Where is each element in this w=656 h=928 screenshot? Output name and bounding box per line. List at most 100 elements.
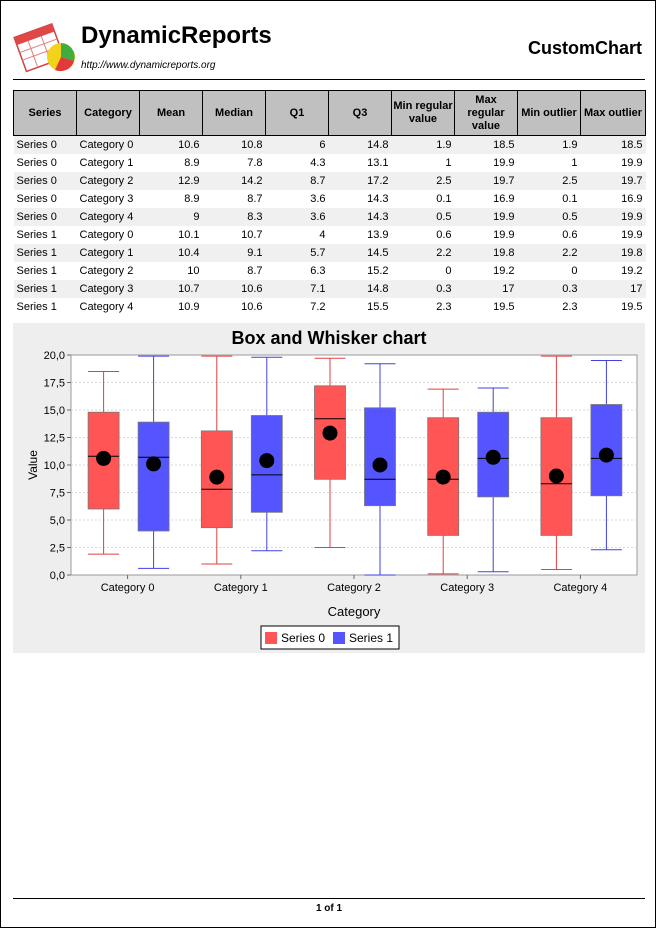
box-plot xyxy=(477,387,510,573)
cell-min-regular: 0 xyxy=(391,262,455,280)
cell-max-outlier: 17 xyxy=(580,280,646,298)
legend-swatch xyxy=(333,632,345,644)
cell-mean: 10.6 xyxy=(139,135,203,154)
cell-series: Series 0 xyxy=(13,154,77,172)
cell-min-outlier: 2.2 xyxy=(517,244,581,262)
cell-max-outlier: 18.5 xyxy=(580,135,646,154)
box-plot xyxy=(137,355,170,569)
cell-median: 8.3 xyxy=(202,208,266,226)
cell-category: Category 1 xyxy=(76,154,140,172)
brand-name: DynamicReports xyxy=(81,22,272,49)
col-header-series: Series xyxy=(13,90,77,136)
table-row: Series 0 Category 0 10.6 10.8 6 14.8 1.9 18.5 1.… xyxy=(13,135,646,154)
cell-mean: 8.9 xyxy=(139,154,203,172)
box-plot xyxy=(364,363,396,576)
cell-median: 14.2 xyxy=(202,172,266,190)
cell-median: 7.8 xyxy=(202,154,266,172)
cell-q3: 13.1 xyxy=(328,154,392,172)
cell-min-outlier: 2.5 xyxy=(517,172,581,190)
cell-max-outlier: 16.9 xyxy=(580,190,646,208)
table-row: Series 1 Category 1 10.4 9.1 5.7 14.5 2.2 19.8 2… xyxy=(13,244,646,262)
cell-median: 8.7 xyxy=(202,190,266,208)
cell-q1: 5.7 xyxy=(265,244,329,262)
table-row: Series 1 Category 0 10.1 10.7 4 13.9 0.6 19.9 0.… xyxy=(13,226,646,244)
cell-min-regular: 0.5 xyxy=(391,208,455,226)
cell-min-regular: 2.2 xyxy=(391,244,455,262)
cell-q1: 4 xyxy=(265,226,329,244)
cell-mean: 10 xyxy=(139,262,203,280)
cell-q1: 8.7 xyxy=(265,172,329,190)
cell-max-regular: 19.8 xyxy=(454,244,518,262)
cell-max-outlier: 19.7 xyxy=(580,172,646,190)
cell-min-regular: 2.5 xyxy=(391,172,455,190)
y-tick-label: 17,5 xyxy=(44,378,65,390)
table-row: Series 1 Category 2 10 8.7 6.3 15.2 0 19.2 0 19.2 xyxy=(13,262,646,280)
cell-min-outlier: 0.5 xyxy=(517,208,581,226)
cell-q3: 13.9 xyxy=(328,226,392,244)
report-title: CustomChart xyxy=(527,38,642,58)
cell-max-outlier: 19.9 xyxy=(580,154,646,172)
cell-category: Category 4 xyxy=(76,208,140,226)
box-plot xyxy=(200,355,233,565)
cell-min-outlier: 1.9 xyxy=(517,135,581,154)
cell-series: Series 1 xyxy=(13,298,77,316)
cell-series: Series 1 xyxy=(13,280,77,298)
cell-q3: 14.5 xyxy=(328,244,392,262)
cell-category: Category 3 xyxy=(76,280,140,298)
cell-max-regular: 19.9 xyxy=(454,226,518,244)
cell-median: 10.6 xyxy=(202,280,266,298)
mean-marker xyxy=(548,468,564,484)
x-tick-label: Category 1 xyxy=(214,582,268,594)
box-whisker-chart: Box and Whisker chart 0,0 2,5 5,0 7,5 10,0 12,… xyxy=(13,323,645,653)
table-row: Series 0 Category 2 12.9 14.2 8.7 17.2 2.5 19.7… xyxy=(13,172,646,190)
cell-max-outlier: 19.5 xyxy=(580,298,646,316)
cell-q3: 15.2 xyxy=(328,262,392,280)
cell-q1: 3.6 xyxy=(265,190,329,208)
cell-median: 8.7 xyxy=(202,262,266,280)
y-axis-label: Value xyxy=(26,450,40,480)
y-tick-label: 5,0 xyxy=(50,515,65,527)
mean-marker xyxy=(485,449,501,465)
statistics-table: Series Category Mean Median Q1 Q3 Min re… xyxy=(13,90,646,316)
cell-min-outlier: 0.6 xyxy=(517,226,581,244)
y-tick-label: 0,0 xyxy=(50,570,65,582)
col-header-q1: Q1 xyxy=(265,90,329,136)
table-row: Series 1 Category 3 10.7 10.6 7.1 14.8 0.3 17 0.… xyxy=(13,280,646,298)
col-header-max-outlier: Max outlier xyxy=(580,90,646,136)
x-tick-label: Category 4 xyxy=(553,582,607,594)
mean-marker xyxy=(259,453,275,469)
cell-min-outlier: 1 xyxy=(517,154,581,172)
cell-min-regular: 1 xyxy=(391,154,455,172)
y-tick-label: 7,5 xyxy=(50,488,65,500)
cell-q1: 3.6 xyxy=(265,208,329,226)
cell-max-regular: 16.9 xyxy=(454,190,518,208)
cell-series: Series 1 xyxy=(13,244,77,262)
box-plot xyxy=(87,371,120,555)
cell-median: 10.6 xyxy=(202,298,266,316)
cell-q3: 14.3 xyxy=(328,208,392,226)
cell-min-regular: 0.1 xyxy=(391,190,455,208)
col-header-min-regular: Min regular value xyxy=(391,90,455,136)
box-iqr xyxy=(137,421,170,532)
y-tick-label: 2,5 xyxy=(50,543,65,555)
cell-q3: 14.8 xyxy=(328,135,392,154)
cell-max-regular: 19.5 xyxy=(454,298,518,316)
cell-category: Category 3 xyxy=(76,190,140,208)
x-tick-label: Category 3 xyxy=(440,582,494,594)
table-row: Series 0 Category 3 8.9 8.7 3.6 14.3 0.1 16.9 0.… xyxy=(13,190,646,208)
cell-category: Category 1 xyxy=(76,244,140,262)
cell-max-regular: 19.9 xyxy=(454,208,518,226)
box-plot xyxy=(250,356,283,552)
cell-max-outlier: 19.8 xyxy=(580,244,646,262)
cell-max-regular: 19.7 xyxy=(454,172,518,190)
legend-box xyxy=(260,625,400,650)
cell-q1: 7.2 xyxy=(265,298,329,316)
chart-title: Box and Whisker chart xyxy=(231,328,426,348)
cell-median: 10.8 xyxy=(202,135,266,154)
cell-min-regular: 0.3 xyxy=(391,280,455,298)
cell-max-regular: 19.2 xyxy=(454,262,518,280)
cell-series: Series 0 xyxy=(13,135,77,154)
cell-min-outlier: 0.1 xyxy=(517,190,581,208)
box-plot xyxy=(314,357,346,548)
